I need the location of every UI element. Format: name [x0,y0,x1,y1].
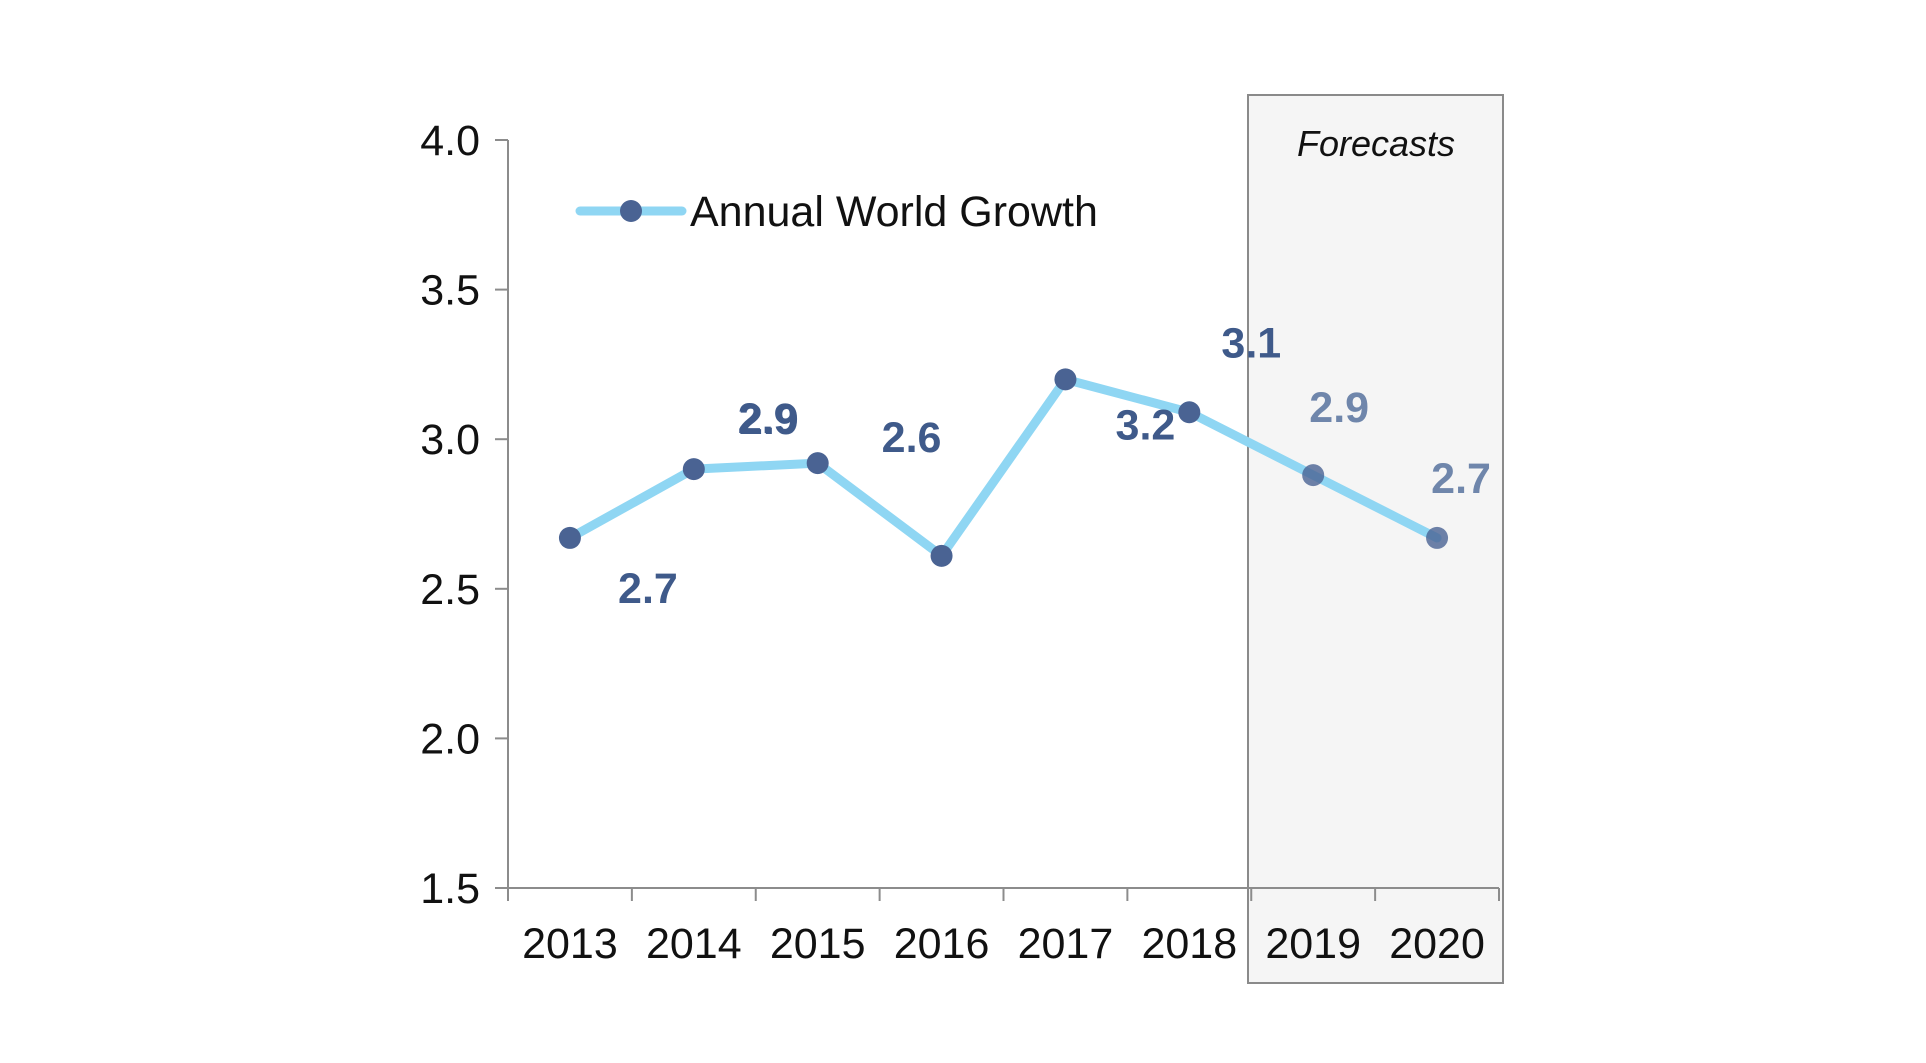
x-tick-label: 2018 [1141,920,1237,968]
axes [495,139,1500,901]
x-tick-labels: 2013 2014 2015 2016 2017 2018 2019 2020 [522,920,1485,968]
forecast-region [1247,94,1504,984]
y-tick-label: 3.5 [420,267,480,315]
data-label: 2.6 [882,414,942,462]
y-tick-label: 1.5 [420,865,480,913]
y-tick-label: 3.0 [420,416,480,464]
legend-label: Annual World Growth [690,188,1098,236]
x-tick-label: 2017 [1018,920,1114,968]
x-tick-label: 2014 [646,920,742,968]
y-tick-labels: 1.5 2.0 2.5 3.0 3.5 4.0 [420,117,480,913]
data-point-marker [1302,464,1325,487]
data-label: 2.7 [1431,455,1491,503]
legend-marker-swatch [620,200,642,222]
data-point-marker [806,452,829,475]
data-label: 2.9 [738,395,798,443]
y-tick-label: 2.0 [420,715,480,763]
data-label: 3.2 [1116,401,1176,449]
y-tick-label: 4.0 [420,117,480,165]
data-label: 2.9 [739,396,799,444]
data-point-marker [1426,526,1449,549]
data-label: 2.9 [1309,384,1369,432]
data-point-marker [1178,401,1201,424]
data-point-marker [1054,368,1077,391]
data-labels: 2.72.92.9 2.6 3.23.12.92.7 [618,319,1491,613]
data-label: 2.7 [618,565,678,613]
x-tick-label: 2020 [1389,920,1485,968]
data-point-marker [558,526,581,549]
y-tick-label: 2.5 [420,566,480,614]
legend: Annual World Growth [575,188,1098,236]
forecast-label: Forecasts [1297,123,1455,164]
series-annual-world-growth [558,368,1449,567]
data-point-marker [930,544,953,567]
x-tick-label: 2013 [522,920,618,968]
series-line [565,374,1442,561]
x-tick-label: 2019 [1265,920,1361,968]
x-tick-label: 2015 [770,920,866,968]
data-point-marker [682,458,705,481]
data-label: 3.1 [1221,319,1281,367]
x-tick-label: 2016 [894,920,990,968]
